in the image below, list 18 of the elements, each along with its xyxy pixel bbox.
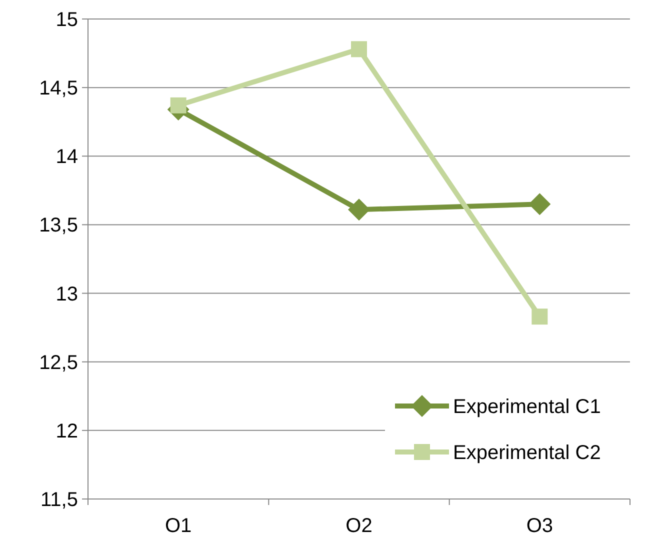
y-tick-label: 11,5: [40, 489, 78, 511]
y-tick-label: 12,5: [39, 352, 78, 374]
y-tick-label: 13: [56, 283, 78, 306]
legend-label: Experimental C2: [453, 442, 601, 464]
y-tick-label: 15: [56, 9, 78, 31]
point: [348, 198, 370, 221]
point: [528, 193, 551, 216]
x-tick-label: O2: [346, 515, 372, 537]
point: [532, 308, 548, 325]
point: [351, 41, 367, 58]
y-tick-label: 12: [56, 420, 78, 442]
y-tick-label: 13,5: [39, 214, 78, 237]
y-tick-label: 14,5: [39, 78, 78, 100]
x-tick-label: O1: [164, 515, 192, 537]
legend-label: Experimental C1: [453, 396, 601, 418]
y-tick-label: 14: [56, 146, 78, 168]
x-tick-label: O3: [526, 515, 554, 537]
point: [170, 97, 186, 114]
